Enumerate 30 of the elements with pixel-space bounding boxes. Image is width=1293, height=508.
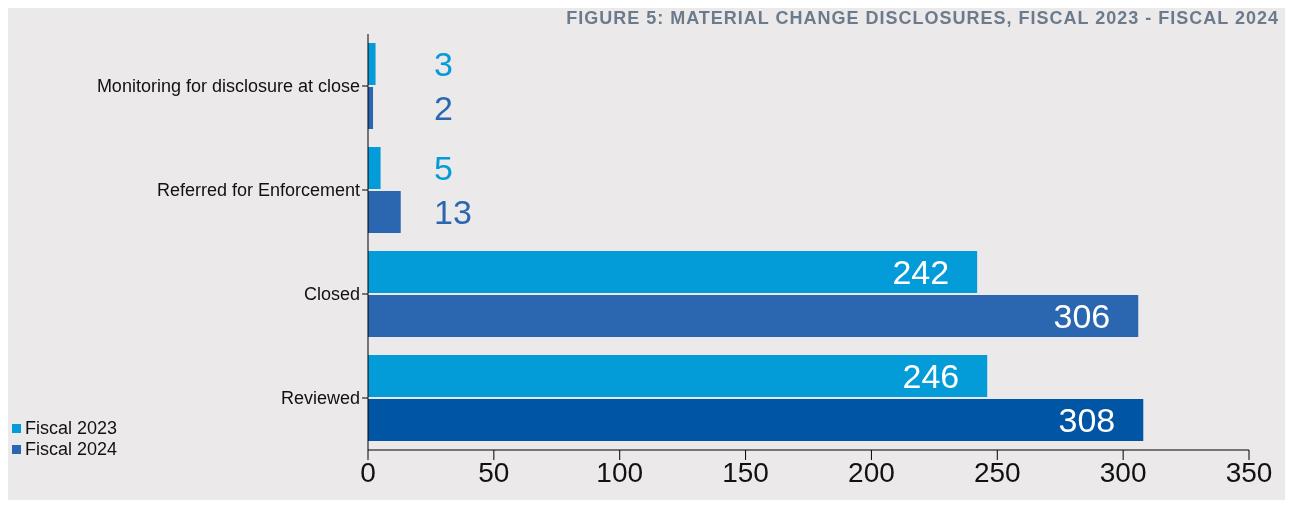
bar <box>368 147 381 189</box>
data-label: 308 <box>1058 400 1116 439</box>
bar <box>368 355 988 397</box>
y-tick-label: Monitoring for disclosure at close <box>96 76 360 97</box>
chart-title: FIGURE 5: MATERIAL CHANGE DISCLOSURES, FISCAL 2023 - FISCAL 2024 <box>566 8 1279 29</box>
x-tick-label: 300 <box>1099 456 1147 488</box>
data-label: 13 <box>434 192 472 231</box>
bar <box>368 43 376 85</box>
data-label: 5 <box>434 148 453 187</box>
bar <box>368 191 401 233</box>
y-tick-label: Referred for Enforcement <box>156 180 360 201</box>
legend-label: Fiscal 2024 <box>25 439 118 460</box>
data-label: 2 <box>434 88 453 127</box>
bar <box>368 399 1144 441</box>
y-tick-label: Reviewed <box>280 388 360 409</box>
x-tick-label: 100 <box>596 456 644 488</box>
data-label: 242 <box>892 252 950 291</box>
x-tick-label: 250 <box>973 456 1021 488</box>
data-label: 306 <box>1053 296 1111 335</box>
bar <box>368 295 1139 337</box>
x-tick-label: 0 <box>360 456 376 488</box>
x-tick-label: 50 <box>478 456 510 488</box>
x-tick-label: 350 <box>1225 456 1273 488</box>
data-label: 246 <box>902 356 960 395</box>
bar <box>368 251 978 293</box>
legend-label: Fiscal 2023 <box>25 418 118 439</box>
x-tick-label: 150 <box>722 456 769 488</box>
y-tick-label: Closed <box>303 284 360 305</box>
data-label: 3 <box>434 44 453 83</box>
x-tick-label: 200 <box>848 456 895 488</box>
